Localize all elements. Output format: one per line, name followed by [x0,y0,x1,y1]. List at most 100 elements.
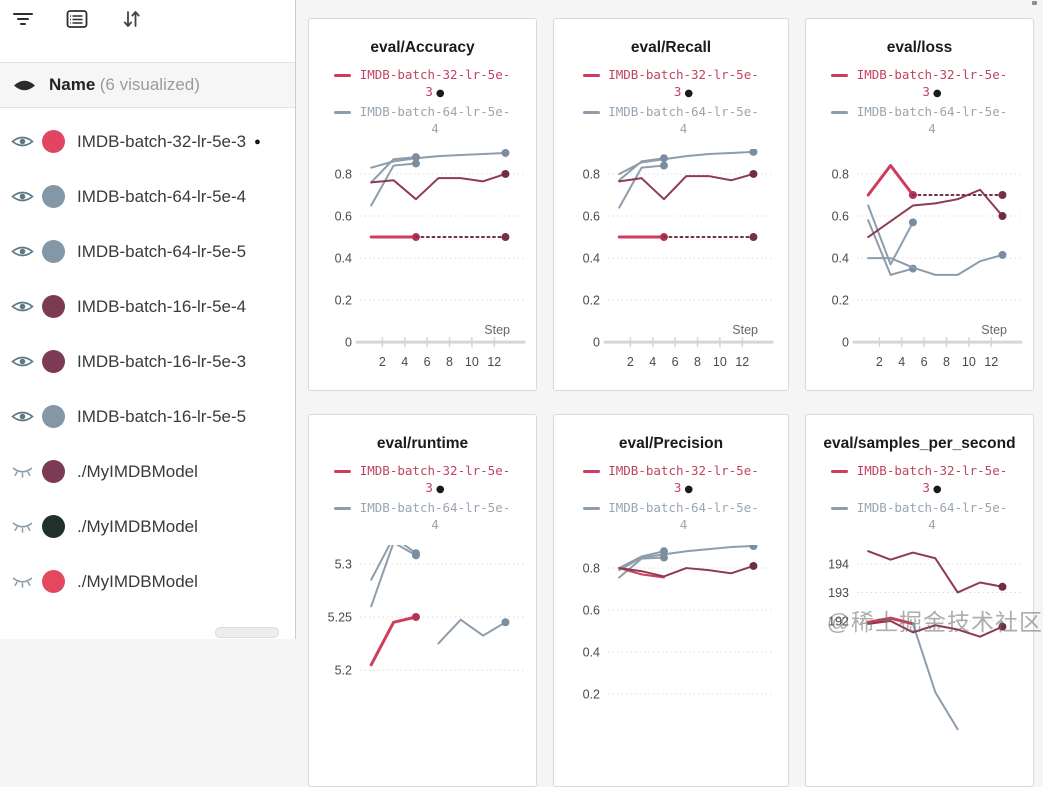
legend-entry[interactable]: IMDB-batch-64-lr-5e-4 [831,500,1008,533]
svg-text:10: 10 [961,355,975,369]
legend-dash [582,470,600,473]
svg-text:0.4: 0.4 [583,252,600,266]
chart-plot[interactable]: 0.8 0.6 0.4 0.2 2 4 6 8 10 12 Step 0 [817,149,1023,379]
sort-button[interactable] [116,4,146,34]
eye-open-icon[interactable] [8,188,36,205]
chart-title: eval/samples_per_second [823,435,1016,452]
chart-card[interactable]: eval/Accuracy IMDB-batch-32-lr-5e-3 ● IMD… [308,18,537,391]
legend-entry[interactable]: IMDB-batch-32-lr-5e-3 ● [334,463,511,498]
svg-text:0.8: 0.8 [583,167,600,181]
legend-dash [831,74,848,77]
visibility-header-eye-icon [14,80,35,90]
chart-legend: IMDB-batch-32-lr-5e-3 ● IMDB-batch-64-lr-… [334,67,511,137]
legend-entry[interactable]: IMDB-batch-32-lr-5e-3 ● [831,67,1008,102]
run-color-dot [42,350,65,373]
legend-entry[interactable]: IMDB-batch-32-lr-5e-3 ● [831,463,1008,498]
legend-label: IMDB-batch-32-lr-5e-3 [359,67,511,99]
legend-entry[interactable]: IMDB-batch-32-lr-5e-3 ● [582,67,760,102]
run-row[interactable]: IMDB-batch-16-lr-5e-3 [0,334,295,389]
filter-button[interactable] [8,4,38,34]
svg-text:192: 192 [828,614,849,628]
svg-text:0.4: 0.4 [831,252,848,266]
legend-entry[interactable]: IMDB-batch-32-lr-5e-3 ● [334,67,511,102]
legend-label: IMDB-batch-64-lr-5e-4 [856,500,1008,532]
chart-plot[interactable]: 0.8 0.6 0.4 0.2 2 4 6 8 10 12 Step 0 [568,149,774,379]
legend-selected-marker: ● [684,483,694,495]
chart-card[interactable]: eval/runtime IMDB-batch-32-lr-5e-3 ● IMDB… [308,414,537,787]
chart-plot[interactable]: 0.8 0.6 0.4 0.2 2 4 6 8 10 12 Step 0 [320,149,526,379]
run-row[interactable]: IMDB-batch-32-lr-5e-3 ● [0,114,295,169]
svg-text:6: 6 [423,355,430,369]
eye-open-icon[interactable] [8,298,36,315]
svg-text:0.2: 0.2 [831,294,848,308]
legend-entry[interactable]: IMDB-batch-64-lr-5e-4 [582,104,760,137]
chart-legend: IMDB-batch-32-lr-5e-3 ● IMDB-batch-64-lr-… [334,463,511,533]
svg-text:0: 0 [593,336,600,350]
svg-text:Step: Step [981,323,1007,337]
chart-legend: IMDB-batch-32-lr-5e-3 ● IMDB-batch-64-lr-… [582,67,760,137]
run-row[interactable]: IMDB-batch-64-lr-5e-5 [0,224,295,279]
eye-closed-icon[interactable] [8,573,36,590]
run-color-dot [42,515,65,538]
eye-closed-icon[interactable] [8,463,36,480]
table-view-button[interactable] [62,4,92,34]
legend-dash [334,507,351,510]
svg-text:5.3: 5.3 [334,557,351,571]
chart-card[interactable]: eval/Precision IMDB-batch-32-lr-5e-3 ● IM… [553,414,789,787]
legend-entry[interactable]: IMDB-batch-64-lr-5e-4 [334,500,511,533]
run-row[interactable]: ./MyIMDBModel [0,554,295,609]
charts-grid: eval/Accuracy IMDB-batch-32-lr-5e-3 ● IMD… [308,18,1034,787]
run-row[interactable]: IMDB-batch-16-lr-5e-4 [0,279,295,334]
eye-closed-icon[interactable] [8,518,36,535]
chart-plot[interactable]: 5.3 5.25 5.2 [320,545,526,775]
legend-entry[interactable]: IMDB-batch-32-lr-5e-3 ● [582,463,760,498]
run-row[interactable]: IMDB-batch-64-lr-5e-4 [0,169,295,224]
name-column-header[interactable]: Name (6 visualized) [0,62,295,108]
chart-plot[interactable]: 194 193 192 [817,545,1023,775]
chart-card[interactable]: eval/loss IMDB-batch-32-lr-5e-3 ● IMDB-ba… [805,18,1034,391]
svg-text:0.2: 0.2 [583,294,600,308]
eye-open-icon[interactable] [8,408,36,425]
watermark: @稀土掘金技术社区 [826,609,1043,635]
chart-card[interactable]: eval/Recall IMDB-batch-32-lr-5e-3 ● IMDB-… [553,18,789,391]
svg-text:6: 6 [920,355,927,369]
run-row[interactable]: ./MyIMDBModel [0,444,295,499]
legend-dash [582,111,600,114]
chart-title: eval/Accuracy [370,39,475,56]
eye-open-icon[interactable] [8,243,36,260]
svg-text:8: 8 [943,355,950,369]
svg-text:12: 12 [487,355,501,369]
legend-dash [831,507,848,510]
run-label: IMDB-batch-64-lr-5e-5 [77,241,247,261]
run-label: IMDB-batch-16-lr-5e-3 [77,351,247,371]
legend-label: IMDB-batch-64-lr-5e-4 [608,500,759,532]
run-color-dot [42,405,65,428]
svg-text:0.2: 0.2 [334,294,351,308]
legend-dash [582,507,600,510]
legend-entry[interactable]: IMDB-batch-64-lr-5e-4 [582,500,760,533]
legend-entry[interactable]: IMDB-batch-64-lr-5e-4 [831,104,1008,137]
chart-legend: IMDB-batch-32-lr-5e-3 ● IMDB-batch-64-lr-… [831,463,1008,533]
svg-text:2: 2 [627,355,634,369]
svg-text:193: 193 [828,586,849,600]
legend-dash [334,470,351,473]
run-label: IMDB-batch-64-lr-5e-4 [77,186,247,206]
run-list: IMDB-batch-32-lr-5e-3 ● IMDB-batch-64-lr… [0,108,295,609]
legend-label: IMDB-batch-32-lr-5e-3 [608,463,759,495]
sidebar-scrollbar-thumb[interactable] [215,627,279,638]
run-row[interactable]: ./MyIMDBModel [0,499,295,554]
chart-card[interactable]: eval/samples_per_second IMDB-batch-32-lr… [805,414,1034,787]
svg-text:0: 0 [842,336,849,350]
legend-dash [334,74,351,77]
svg-text:Step: Step [484,323,510,337]
legend-entry[interactable]: IMDB-batch-64-lr-5e-4 [334,104,511,137]
run-label: IMDB-batch-16-lr-5e-5 [77,406,247,426]
svg-text:10: 10 [464,355,478,369]
sidebar-toolbar [0,0,295,62]
run-row[interactable]: IMDB-batch-16-lr-5e-5 [0,389,295,444]
chart-plot[interactable]: 0.8 0.6 0.4 0.2 [568,545,774,775]
svg-text:8: 8 [446,355,453,369]
eye-open-icon[interactable] [8,353,36,370]
eye-open-icon[interactable] [8,133,36,150]
